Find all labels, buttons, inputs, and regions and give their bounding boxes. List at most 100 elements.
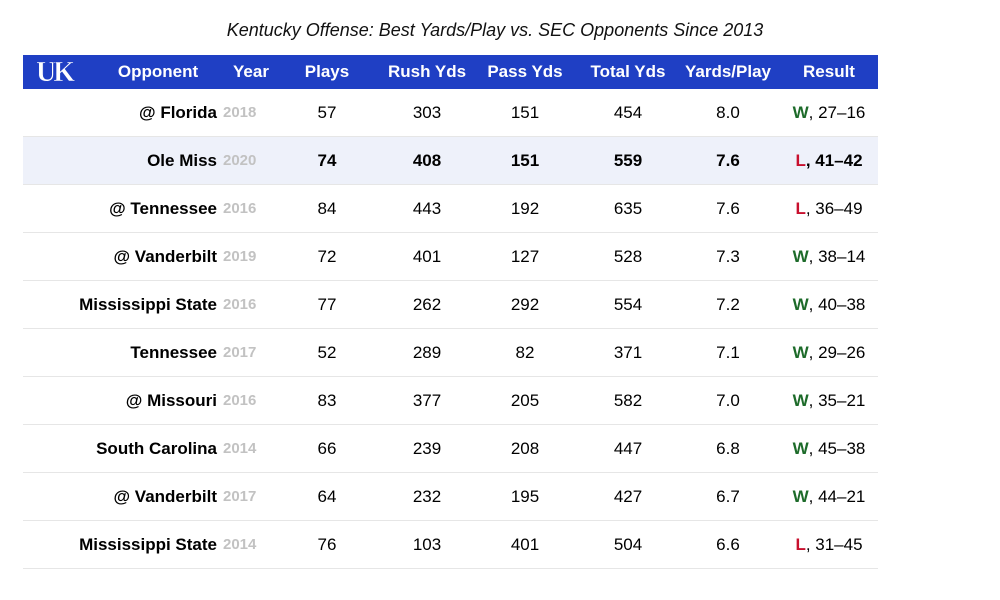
cell-total-yds: 447 <box>613 438 643 458</box>
header-total-yds: Total Yds <box>590 62 666 81</box>
cell-year: 2016 <box>223 200 257 217</box>
cell-total-yds: 559 <box>613 150 643 170</box>
header-pass-yds: Pass Yds <box>487 62 563 81</box>
score-text: , 45–38 <box>808 438 866 458</box>
svg-text:UK: UK <box>36 57 75 88</box>
cell-result: W, 35–21 <box>781 377 877 424</box>
loss-marker: L <box>795 198 806 218</box>
cell-plays: 84 <box>317 198 337 218</box>
cell-result: W, 44–21 <box>781 473 877 520</box>
cell-year: 2018 <box>223 104 257 121</box>
cell-plays: 52 <box>317 342 337 362</box>
table-row: South Carolina 2014 66 239 208 447 6.8 W, 45–38 <box>23 425 878 473</box>
cell-opponent: @ Vanderbilt <box>113 246 218 266</box>
cell-opponent: Mississippi State <box>79 294 217 314</box>
cell-total-yds: 582 <box>613 390 643 410</box>
cell-total-yds: 554 <box>613 294 643 314</box>
cell-yards-per-play: 6.8 <box>716 438 740 458</box>
cell-opponent: @ Vanderbilt <box>113 486 218 506</box>
cell-yards-per-play: 6.7 <box>716 486 740 506</box>
cell-opponent: @ Florida <box>139 102 217 122</box>
score-text: , 38–14 <box>808 246 866 266</box>
header-rush-yds: Rush Yds <box>387 62 467 81</box>
cell-total-yds: 371 <box>613 342 643 362</box>
loss-marker: L <box>795 534 806 554</box>
cell-pass-yds: 151 <box>510 150 540 170</box>
cell-plays: 74 <box>317 150 337 170</box>
cell-yards-per-play: 6.6 <box>716 534 740 554</box>
cell-pass-yds: 82 <box>515 342 535 362</box>
table-row: Ole Miss 2020 74 408 151 559 7.6 L, 41–42 <box>23 137 878 185</box>
table-row: Mississippi State 2014 76 103 401 504 6.6 L, 31… <box>23 521 878 569</box>
score-text: , 44–21 <box>808 486 866 506</box>
header-opponent: Opponent <box>117 62 199 81</box>
cell-year: 2017 <box>223 344 257 361</box>
table-row: @ Vanderbilt 2019 72 401 127 528 7.3 W, 38–14 <box>23 233 878 281</box>
cell-yards-per-play: 7.6 <box>716 150 740 170</box>
cell-rush-yds: 239 <box>412 438 442 458</box>
table-row: @ Vanderbilt 2017 64 232 195 427 6.7 W, 44–21 <box>23 473 878 521</box>
cell-year: 2017 <box>223 488 257 505</box>
win-marker: W <box>792 246 809 266</box>
cell-plays: 77 <box>317 294 337 314</box>
cell-yards-per-play: 8.0 <box>716 102 740 122</box>
cell-pass-yds: 127 <box>510 246 540 266</box>
header-result: Result <box>803 62 855 81</box>
cell-opponent: South Carolina <box>96 438 217 458</box>
cell-year: 2014 <box>223 440 257 457</box>
cell-yards-per-play: 7.6 <box>716 198 740 218</box>
kentucky-logo: UK <box>36 57 79 89</box>
cell-year: 2019 <box>223 248 257 265</box>
cell-total-yds: 635 <box>613 198 643 218</box>
cell-year: 2016 <box>223 392 257 409</box>
cell-result: W, 45–38 <box>781 425 877 472</box>
cell-plays: 72 <box>317 246 337 266</box>
cell-yards-per-play: 7.3 <box>716 246 740 266</box>
score-text: , 27–16 <box>808 102 866 122</box>
cell-yards-per-play: 7.1 <box>716 342 740 362</box>
cell-year: 2014 <box>223 536 257 553</box>
cell-yards-per-play: 7.2 <box>716 294 740 314</box>
win-marker: W <box>792 390 809 410</box>
loss-marker: L <box>795 150 806 170</box>
cell-result: L, 41–42 <box>781 137 877 184</box>
cell-rush-yds: 443 <box>412 198 442 218</box>
cell-rush-yds: 103 <box>412 534 442 554</box>
score-text: , 31–45 <box>805 534 863 554</box>
cell-result: L, 36–49 <box>781 185 877 232</box>
cell-plays: 64 <box>317 486 337 506</box>
cell-opponent: Tennessee <box>130 342 217 362</box>
cell-pass-yds: 401 <box>510 534 540 554</box>
cell-plays: 57 <box>317 102 337 122</box>
cell-pass-yds: 192 <box>510 198 540 218</box>
cell-total-yds: 454 <box>613 102 643 122</box>
table-row: @ Florida 2018 57 303 151 454 8.0 W, 27–16 <box>23 89 878 137</box>
header-yards-per-play: Yards/Play <box>684 62 771 81</box>
cell-pass-yds: 208 <box>510 438 540 458</box>
cell-yards-per-play: 7.0 <box>716 390 740 410</box>
table-row: @ Tennessee 2016 84 443 192 635 7.6 L, 36–49 <box>23 185 878 233</box>
cell-rush-yds: 232 <box>412 486 442 506</box>
cell-pass-yds: 195 <box>510 486 540 506</box>
table-header: UK Opponent Year Plays Rush Yds Pass Yds… <box>23 55 878 89</box>
cell-pass-yds: 205 <box>510 390 540 410</box>
cell-year: 2020 <box>223 152 257 169</box>
cell-rush-yds: 289 <box>412 342 442 362</box>
cell-total-yds: 427 <box>613 486 643 506</box>
cell-opponent: @ Missouri <box>125 390 217 410</box>
cell-rush-yds: 303 <box>412 102 442 122</box>
cell-rush-yds: 401 <box>412 246 442 266</box>
win-marker: W <box>792 294 809 314</box>
cell-result: W, 38–14 <box>781 233 877 280</box>
cell-plays: 66 <box>317 438 337 458</box>
cell-opponent: @ Tennessee <box>109 198 217 218</box>
cell-plays: 83 <box>317 390 337 410</box>
cell-rush-yds: 262 <box>412 294 442 314</box>
score-text: , 36–49 <box>805 198 863 218</box>
cell-total-yds: 528 <box>613 246 643 266</box>
score-text: , 40–38 <box>808 294 866 314</box>
cell-rush-yds: 377 <box>412 390 442 410</box>
stats-table: UK Opponent Year Plays Rush Yds Pass Yds… <box>23 55 878 569</box>
win-marker: W <box>792 342 809 362</box>
cell-result: W, 27–16 <box>781 89 877 136</box>
